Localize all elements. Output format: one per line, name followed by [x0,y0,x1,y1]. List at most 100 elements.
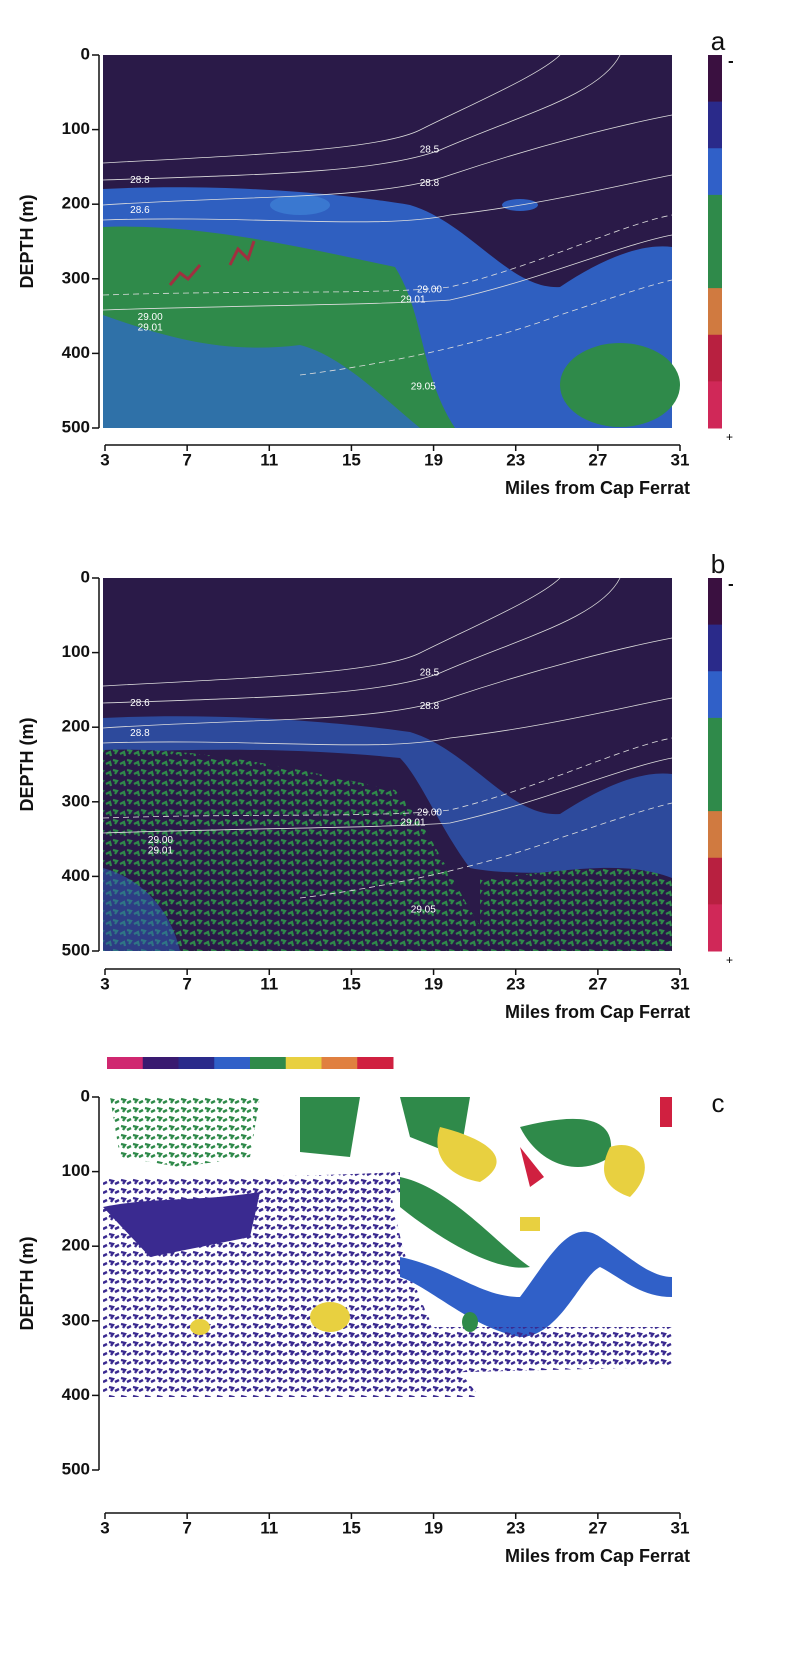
section-image-shape [437,1127,497,1182]
contour-label: 28.8 [420,178,440,189]
colorbar-segment [708,857,722,905]
section-image-shape [400,1231,672,1337]
contour-line-shape [102,214,673,296]
colorbar-segment [708,288,722,336]
contour-label: 28.8 [130,175,150,186]
y-tick-label: 300 [62,1310,90,1329]
section-image-shape [260,1297,672,1377]
colorbar-segment [708,101,722,149]
colorbar-segment [708,578,722,626]
y-tick-label: 400 [62,866,90,885]
contour-label: 29.01 [148,846,173,857]
y-tick-label: 400 [62,1385,90,1404]
section-image-shape [400,1177,530,1268]
contour-line-shape [102,577,561,687]
panel-label: b [711,549,725,579]
contour-label: 28.8 [420,701,440,712]
x-tick-label: 7 [182,450,191,469]
x-axis-label: Miles from Cap Ferrat [505,478,690,498]
y-tick-label: 0 [81,567,90,586]
x-tick-label: 3 [100,1518,109,1537]
panel: 0 100 200 300 400 500 DEPTH (m) 3 7 11 15 19 23 27 31 M… [17,1057,725,1566]
y-tick-label: 400 [62,343,90,362]
contour-label: 29.05 [411,905,436,916]
x-tick-label: 11 [260,1518,278,1537]
x-tick-label: 7 [182,974,191,993]
section-image-shape [103,1192,260,1257]
contour-label: 29.01 [401,294,426,305]
contour-line-shape [102,737,673,819]
section-image-shape [604,1145,645,1197]
contour-line-shape [102,577,621,704]
contour-label: 29.00 [417,285,442,296]
colorbar-segment [708,624,722,672]
section-image-shape [480,867,672,951]
x-tick-label: 23 [506,974,525,993]
y-axis-label: DEPTH (m) [17,717,37,811]
colorbar-segment [708,717,722,765]
section-image-shape [103,315,420,428]
contour-label: 29.00 [138,312,163,323]
x-axis-label: Miles from Cap Ferrat [505,1002,690,1022]
x-axis-label: Miles from Cap Ferrat [505,1546,690,1566]
contour-line-shape [102,174,673,223]
y-tick-label: 300 [62,791,90,810]
x-tick-label: 11 [260,974,278,993]
x-tick-label: 31 [671,974,690,993]
colorbar-segment [708,334,722,382]
y-tick-label: 200 [62,194,90,213]
colorbar-segment [708,55,722,103]
colorbar-segment [708,671,722,719]
colorbar-segment [708,764,722,812]
contour-label: 28.8 [130,728,150,739]
x-tick-label: 27 [588,974,607,993]
colorbar-segment [214,1057,251,1069]
x-tick-label: 27 [588,450,607,469]
section-image-shape [660,1097,672,1127]
section-image-shape [190,1319,210,1335]
colorbar-segment [357,1057,394,1069]
contour-line-shape [299,802,673,899]
colorbar-segment [708,194,722,242]
contour-line [102,577,673,899]
x-tick-label: 23 [506,450,525,469]
colorbar-label: - [728,574,734,593]
section-image-shape [103,749,500,951]
x-tick-label: 19 [424,974,443,993]
section-image [103,578,672,951]
y-tick-label: 0 [81,44,90,63]
colorbar-label: - [728,51,734,70]
x-tick-label: 31 [671,450,690,469]
y-tick-label: 100 [62,119,90,138]
colorbar-segment [708,811,722,859]
contour-label: 28.6 [130,205,150,216]
colorbar-segment [708,148,722,196]
contour-label: 29.01 [401,817,426,828]
y-tick-label: 200 [62,717,90,736]
contour-label: 28.5 [420,667,440,678]
contour-line-shape [102,54,561,164]
panel-label: c [712,1088,725,1118]
y-tick-label: 500 [62,940,90,959]
x-tick-label: 19 [424,450,443,469]
x-tick-label: 15 [342,1518,361,1537]
plot-image [103,1097,672,1470]
y-tick-label: 100 [62,642,90,661]
x-tick-label: 15 [342,974,361,993]
x-tick-label: 31 [671,1518,690,1537]
section-image-shape [560,343,680,427]
section-image [103,1097,672,1470]
x-tick-label: 19 [424,1518,443,1537]
colorbar-segment [321,1057,358,1069]
x-tick-label: 27 [588,1518,607,1537]
x-tick-label: 23 [506,1518,525,1537]
contour-line-shape [102,234,673,311]
x-tick-label: 3 [100,974,109,993]
colorbar-segment [708,381,722,429]
contour-label: 29.01 [138,323,163,334]
y-tick-label: 0 [81,1086,90,1105]
colorbar-label: + [726,953,733,967]
contour-line-shape [102,757,673,834]
section-image-shape [520,1217,540,1231]
